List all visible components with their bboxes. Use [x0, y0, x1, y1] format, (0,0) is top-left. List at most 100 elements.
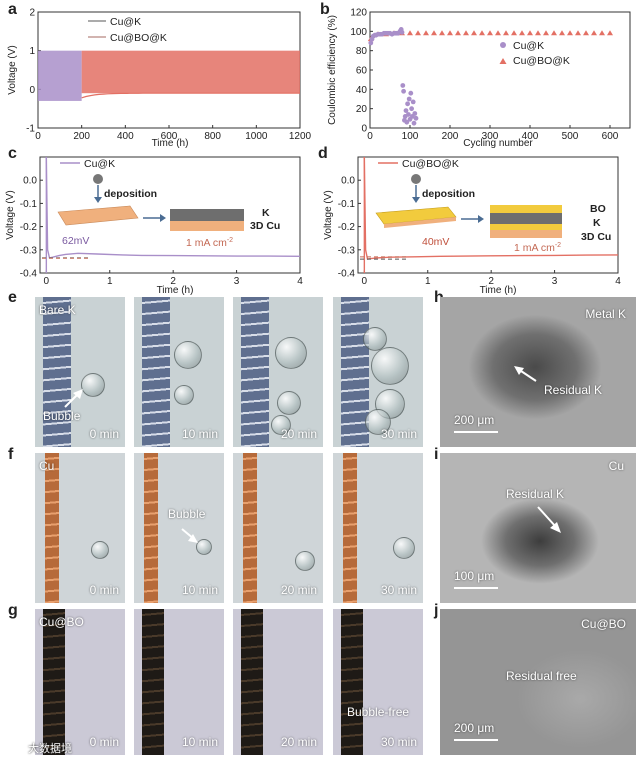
y-tick-label-b: 60	[356, 66, 368, 77]
time-label-g: 20 min	[280, 735, 317, 749]
data-point-b-cubo	[543, 30, 549, 36]
electrode-wire	[243, 453, 257, 603]
x-tick-label-a: 400	[117, 131, 134, 142]
legend-c: Cu@K	[60, 158, 115, 170]
arrow-icon	[181, 528, 198, 543]
deposition-arrowhead-icon	[94, 197, 102, 203]
scale-bar-j	[454, 739, 498, 741]
gas-bubble	[295, 551, 315, 571]
data-point-b-cubo	[495, 30, 501, 36]
legend-swatch-b-cuk	[500, 42, 506, 48]
data-point-b-cubo	[415, 30, 421, 36]
x-tick-label-b: 300	[482, 131, 499, 142]
legend-label-d: Cu@BO@K	[402, 158, 459, 170]
data-point-b-cubo	[575, 30, 581, 36]
photo-f-3: 20 min	[233, 453, 323, 603]
data-point-b-cuk	[399, 29, 405, 35]
arrow-icon	[537, 506, 561, 533]
scale-bar-h	[454, 431, 498, 433]
x-tick-label-b: 0	[367, 131, 373, 142]
data-point-b-cuk	[412, 111, 418, 116]
watermark: 大数据境	[28, 743, 72, 755]
panel-label-g: g	[8, 602, 18, 619]
photo-f-2: 10 min Bubble	[134, 453, 224, 603]
gas-bubble	[271, 415, 291, 435]
overpotential-label-c: 62mV	[62, 235, 89, 247]
data-point-b-cubo	[407, 30, 413, 36]
y-tick-label-d: 0.0	[341, 176, 355, 187]
electrode-wire	[241, 297, 269, 447]
photo-f-1: 0 min Cu	[35, 453, 125, 603]
gas-bubble	[275, 337, 307, 369]
data-point-b-cubo	[423, 30, 429, 36]
electrode-wire	[241, 609, 263, 755]
cu-substrate-icon	[57, 205, 139, 226]
sample-label-g: Cu@BO	[39, 615, 84, 629]
arrow-icon	[64, 389, 83, 408]
coulombic-efficiency-chart-b: 0 100 200 300 400 500 600 0 20 40 60 80 100 120 Cycli…	[327, 8, 631, 149]
time-label-e: 20 min	[280, 427, 317, 441]
x-tick-label-c: 2	[170, 276, 176, 287]
y-tick-label-c: 0.0	[23, 176, 37, 187]
sem-title-j: Cu@BO	[581, 617, 626, 631]
photo-f-4: 30 min	[333, 453, 423, 603]
arrow-head	[73, 389, 83, 399]
data-point-b-cuk	[411, 120, 417, 126]
data-point-b-cubo	[511, 30, 517, 36]
y-tick-label-c: -0.1	[20, 199, 38, 210]
x-tick-label-a: 1000	[245, 131, 268, 142]
cu-layer-icon	[170, 221, 244, 231]
time-label-e: 10 min	[181, 427, 218, 441]
series-band-a-cubo	[81, 50, 301, 94]
data-point-b-cubo	[471, 30, 477, 36]
data-point-b-cubo	[567, 30, 573, 36]
layer-label-c-k: K	[262, 207, 270, 219]
layer-label-d-bo: BO	[590, 203, 606, 215]
process-arrowhead-icon	[478, 215, 484, 223]
x-tick-label-d: 1	[425, 276, 431, 287]
electrode-wire	[142, 297, 170, 447]
y-tick-label-a: -1	[26, 124, 35, 135]
plot-area-c: 0 1 2 3 4 -0.4 -0.3 -0.2 -0.1 0.0	[20, 156, 303, 287]
x-tick-label-b: 500	[562, 131, 579, 142]
k-atom-icon	[411, 174, 421, 184]
cu-layer-icon	[490, 230, 562, 238]
x-tick-label-d: 4	[615, 276, 621, 287]
data-point-b-cubo	[479, 30, 485, 36]
data-point-b-cubo	[527, 30, 533, 36]
gas-bubble	[91, 541, 109, 559]
data-point-b-cuk	[410, 99, 416, 105]
data-point-b-cubo	[535, 30, 541, 36]
overpotential-label-d: 40mV	[422, 236, 449, 248]
data-point-b-cuk	[405, 101, 410, 107]
x-tick-label-a: 800	[204, 131, 221, 142]
plot-area-d: 0 1 2 3 4 -0.4 -0.3 -0.2 -0.1 0.0	[338, 156, 621, 287]
gas-bubble	[277, 391, 301, 415]
data-point-b-cubo	[439, 30, 445, 36]
x-axis-label-a: Time (h)	[152, 138, 189, 149]
electrode-wire	[343, 453, 357, 603]
x-tick-label-d: 3	[552, 276, 558, 287]
x-tick-label-b: 400	[522, 131, 539, 142]
x-tick-label-a: 200	[73, 131, 90, 142]
data-point-b-cuk	[404, 119, 410, 125]
deposition-arrowhead-icon	[412, 197, 420, 203]
y-tick-label-c: -0.2	[20, 222, 38, 233]
time-label-f: 0 min	[89, 583, 119, 597]
photo-g-4: 30 min Bubble-free	[333, 609, 423, 755]
data-point-b-cuk	[368, 40, 374, 46]
electrode-wire	[341, 609, 363, 755]
panel-label-c: c	[8, 145, 17, 162]
layer-label-d-k: K	[593, 217, 601, 229]
sem-title-h: Metal K	[585, 307, 626, 321]
legend-label-b-cuk: Cu@K	[513, 40, 544, 52]
data-point-b-cuk	[400, 83, 406, 88]
legend-label-a-cubo: Cu@BO@K	[110, 32, 167, 44]
current-density-c: 1 mA cm-2	[186, 237, 233, 249]
time-label-f: 20 min	[280, 583, 317, 597]
data-point-b-cuk	[401, 88, 406, 94]
y-tick-label-b: 100	[350, 27, 367, 38]
current-density-d: 1 mA cm-2	[514, 242, 561, 254]
data-point-b-cuk	[406, 112, 411, 117]
time-label-f: 30 min	[380, 583, 417, 597]
